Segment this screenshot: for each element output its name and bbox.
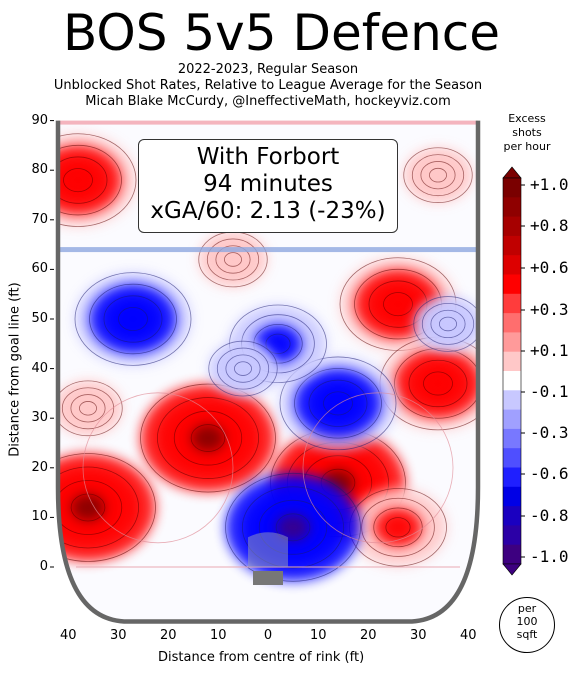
heat-spot — [58, 133, 137, 227]
blue-line — [58, 247, 478, 253]
x-tick-label: 40 — [460, 628, 477, 643]
y-tick-label: 40 — [31, 360, 48, 376]
colorbar-segment — [503, 371, 521, 391]
subtitle-line-2: Unblocked Shot Rates, Relative to League… — [53, 78, 483, 93]
x-tick-label: 30 — [410, 628, 427, 643]
heat-spot — [58, 380, 123, 437]
colorbar-segment — [503, 467, 521, 488]
colorbar-tick-label: -1.0 — [530, 547, 569, 566]
x-tick-label: 40 — [60, 628, 77, 643]
colorbar-segment — [503, 178, 521, 198]
y-tick-label: 90 — [31, 112, 48, 128]
with-player-inset: With Forbort 94 minutes xGA/60: 2.13 (-2… — [138, 139, 398, 233]
colorbar-segment — [503, 351, 521, 372]
units-line-3: sqft — [516, 628, 538, 641]
y-tick-label: 20 — [31, 459, 48, 475]
colorbar-segment — [503, 428, 521, 449]
faceoff-circle — [302, 392, 454, 544]
y-tick-label: 30 — [31, 410, 48, 426]
colorbar-tick-label: -0.8 — [530, 506, 569, 525]
inset-player: With Forbort — [196, 144, 340, 170]
y-tick-label: 10 — [31, 509, 48, 525]
x-tick-label: 20 — [160, 628, 177, 643]
y-tick-label: 0 — [39, 559, 48, 574]
rink-boards — [55, 120, 481, 624]
units-badge: per 100 sqft — [499, 597, 555, 653]
colorbar-tick-label: +0.8 — [530, 216, 569, 235]
x-tick-label: 10 — [210, 628, 227, 643]
heat-spot — [225, 472, 361, 582]
colorbar-title-line-1: Excess — [508, 112, 546, 125]
x-tick-label: 0 — [263, 628, 273, 643]
units-line-1: per — [517, 602, 537, 615]
subtitle-line-3: Micah Blake McCurdy, @IneffectiveMath, h… — [85, 94, 451, 109]
heat-spot — [279, 356, 397, 451]
colorbar-segment — [503, 274, 521, 295]
colorbar-segment — [503, 313, 521, 333]
y-tick-label: 80 — [31, 162, 48, 178]
y-tick-label: 50 — [31, 311, 48, 326]
colorbar-title-line-3: per hour — [503, 140, 551, 153]
goal-crease — [248, 532, 288, 567]
colorbar-segment — [503, 544, 521, 565]
colorbar-segment — [503, 390, 521, 411]
colorbar-tick-label: -0.3 — [530, 423, 569, 442]
units-line-2: 100 — [516, 615, 538, 628]
colorbar-segment — [503, 409, 521, 430]
x-axis-label: Distance from centre of rink (ft) — [158, 650, 365, 665]
faceoff-circle — [82, 392, 234, 544]
colorbar-title-line-2: shots — [512, 126, 542, 139]
x-tick-label: 20 — [360, 628, 377, 643]
heat-spot — [349, 488, 447, 567]
heat-spot — [74, 272, 192, 366]
colorbar-tick-label: -0.6 — [530, 464, 569, 483]
heat-spot — [413, 296, 478, 352]
colorbar-tick-label: +1.0 — [530, 175, 569, 194]
x-tick-label: 30 — [110, 628, 127, 643]
colorbar-segment — [503, 235, 521, 256]
y-tick-label: 70 — [31, 211, 48, 227]
inset-xga: xGA/60: 2.13 (-23%) — [150, 198, 386, 224]
colorbar-segment — [503, 448, 521, 468]
heat-spot — [403, 147, 473, 203]
colorbar-segment — [503, 486, 521, 507]
colorbar-segment — [503, 293, 521, 314]
colorbar-segment — [503, 525, 521, 546]
red-line-top — [58, 120, 478, 125]
heat-spot — [379, 336, 478, 431]
heat-spot — [198, 231, 268, 288]
colorbar-tick-label: +0.1 — [530, 341, 569, 360]
colorbar-segment — [503, 197, 521, 218]
heat-spot — [140, 383, 276, 493]
colorbar-segment — [503, 216, 521, 237]
subtitle-line-1: 2022-2023, Regular Season — [177, 62, 359, 77]
colorbar-segment — [503, 255, 521, 275]
inset-minutes: 94 minutes — [203, 171, 333, 197]
y-tick-label: 60 — [31, 261, 48, 277]
colorbar-title: Excess shots per hour — [497, 112, 557, 154]
chart-title: BOS 5v5 Defence — [62, 4, 501, 62]
colorbar-bottom-cap — [502, 563, 522, 576]
x-tick-label: 10 — [310, 628, 327, 643]
colorbar-top-cap — [502, 166, 522, 179]
colorbar-tick-label: +0.6 — [530, 258, 569, 277]
goal-net — [253, 571, 283, 585]
heat-spot — [208, 340, 278, 397]
colorbar-segment — [503, 506, 521, 526]
colorbar-tick-label: -0.1 — [530, 382, 569, 401]
colorbar-segment — [503, 332, 521, 353]
y-axis-label: Distance from goal line (ft) — [7, 282, 23, 457]
colorbar-tick-label: +0.3 — [530, 300, 569, 319]
